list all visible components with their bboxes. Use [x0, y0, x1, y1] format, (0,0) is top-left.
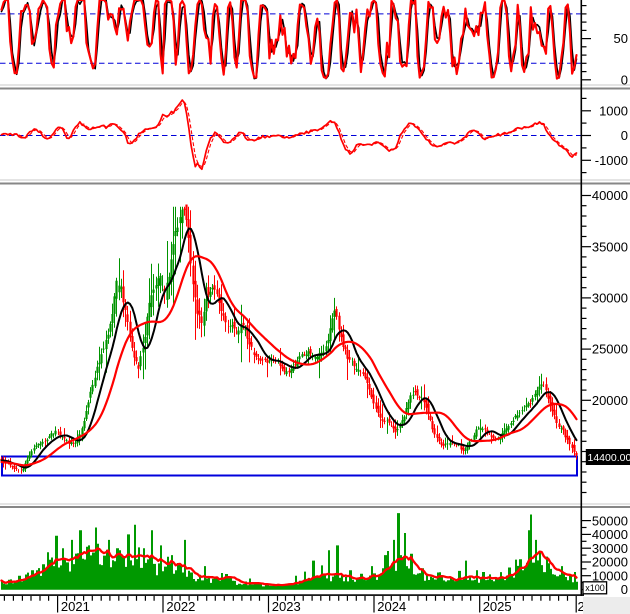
svg-text:2025: 2025	[483, 599, 512, 614]
svg-text:10000: 10000	[592, 568, 628, 583]
svg-text:2021: 2021	[61, 599, 90, 614]
svg-text:0: 0	[621, 582, 628, 597]
svg-text:14400.00: 14400.00	[588, 452, 630, 464]
svg-text:1000: 1000	[599, 103, 628, 118]
svg-text:0: 0	[621, 72, 628, 87]
svg-text:20000: 20000	[592, 393, 628, 408]
svg-text:40000: 40000	[592, 527, 628, 542]
svg-text:25000: 25000	[592, 342, 628, 357]
svg-text:50: 50	[614, 31, 628, 46]
svg-text:40000: 40000	[592, 188, 628, 203]
svg-text:2022: 2022	[166, 599, 195, 614]
svg-text:35000: 35000	[592, 239, 628, 254]
svg-text:30000: 30000	[592, 291, 628, 306]
svg-text:30000: 30000	[592, 541, 628, 556]
svg-text:2023: 2023	[272, 599, 301, 614]
svg-text:x100: x100	[585, 583, 605, 593]
svg-text:50000: 50000	[592, 513, 628, 528]
svg-text:2024: 2024	[377, 599, 406, 614]
svg-text:-1000: -1000	[595, 153, 628, 168]
svg-text:0: 0	[621, 128, 628, 143]
svg-text:20000: 20000	[592, 555, 628, 570]
